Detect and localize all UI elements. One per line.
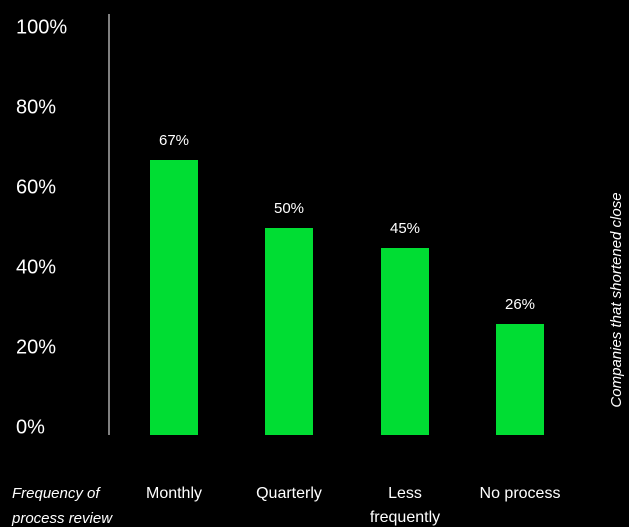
x-axis-title: Frequency of process review	[11, 485, 113, 527]
bar	[265, 228, 313, 435]
bar	[381, 248, 429, 435]
bar	[150, 160, 198, 435]
category-label: Less frequently	[370, 485, 440, 526]
y-tick-label: 40%	[16, 256, 56, 278]
bar	[496, 324, 544, 435]
y-tick-label: 60%	[16, 176, 56, 198]
category-labels: Monthly Quarterly Less frequently No process	[146, 485, 560, 526]
category-label: Quarterly	[256, 485, 322, 502]
value-labels: 67% 50% 45% 26%	[159, 132, 535, 313]
value-label: 50%	[274, 200, 304, 217]
value-label: 45%	[390, 220, 420, 237]
y-axis-ticks: 0% 20% 40% 60% 80% 100%	[16, 16, 67, 438]
y-tick-label: 80%	[16, 96, 56, 118]
bars	[150, 160, 544, 435]
value-label: 67%	[159, 132, 189, 149]
category-label: Monthly	[146, 485, 202, 502]
y-tick-label: 100%	[16, 16, 67, 38]
y-axis-title: Companies that shortened close	[608, 192, 625, 407]
category-label: No process	[480, 485, 561, 502]
y-tick-label: 20%	[16, 336, 56, 358]
value-label: 26%	[505, 296, 535, 313]
y-tick-label: 0%	[16, 416, 45, 438]
